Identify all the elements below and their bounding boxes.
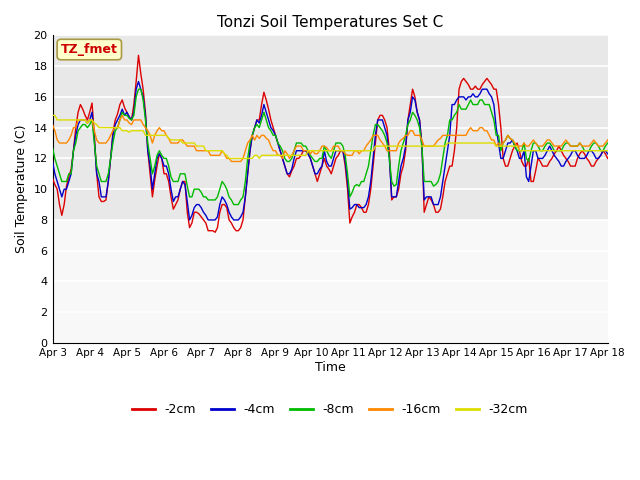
-32cm (566, 148, 574, 154)
-8cm (140, 97, 147, 103)
-4cm (140, 94, 147, 100)
-16cm (140, 122, 147, 128)
-8cm (241, 179, 249, 184)
-4cm (420, 197, 428, 203)
-2cm (72, 125, 79, 131)
-32cm (225, 156, 233, 161)
Y-axis label: Soil Temperature (C): Soil Temperature (C) (15, 125, 28, 253)
Line: -8cm: -8cm (52, 89, 608, 204)
-4cm (49, 158, 56, 164)
-32cm (604, 148, 612, 154)
-4cm (134, 79, 142, 84)
-4cm (186, 217, 193, 223)
-2cm (604, 156, 612, 161)
-8cm (569, 143, 577, 149)
-16cm (72, 125, 79, 131)
X-axis label: Time: Time (315, 360, 346, 373)
Legend: -2cm, -4cm, -8cm, -16cm, -32cm: -2cm, -4cm, -8cm, -16cm, -32cm (127, 398, 533, 421)
-8cm (134, 86, 142, 92)
Line: -32cm: -32cm (52, 115, 608, 158)
-2cm (241, 194, 249, 200)
-4cm (241, 194, 249, 200)
Line: -16cm: -16cm (52, 115, 608, 161)
-8cm (420, 179, 428, 184)
-2cm (134, 52, 142, 58)
-16cm (604, 137, 612, 143)
-2cm (420, 209, 428, 215)
-32cm (72, 117, 79, 123)
-8cm (604, 140, 612, 146)
-16cm (420, 143, 428, 149)
Title: Tonzi Soil Temperatures Set C: Tonzi Soil Temperatures Set C (217, 15, 444, 30)
-2cm (211, 229, 219, 235)
-16cm (569, 143, 577, 149)
-8cm (72, 140, 79, 146)
-2cm (49, 176, 56, 181)
-2cm (140, 86, 147, 92)
-32cm (137, 128, 145, 133)
FancyBboxPatch shape (52, 220, 608, 343)
-2cm (569, 163, 577, 169)
-32cm (86, 117, 93, 123)
Text: TZ_fmet: TZ_fmet (61, 43, 118, 56)
-16cm (49, 122, 56, 128)
-4cm (72, 132, 79, 138)
-4cm (569, 148, 577, 154)
Line: -2cm: -2cm (52, 55, 608, 232)
-16cm (228, 158, 236, 164)
-8cm (86, 122, 93, 128)
Line: -4cm: -4cm (52, 82, 608, 220)
-32cm (418, 143, 426, 149)
-4cm (604, 151, 612, 156)
-8cm (49, 145, 56, 151)
-2cm (86, 109, 93, 115)
-32cm (49, 112, 56, 118)
-8cm (230, 202, 237, 207)
-4cm (86, 117, 93, 123)
-16cm (118, 112, 126, 118)
-32cm (239, 156, 247, 161)
-16cm (86, 117, 93, 123)
-16cm (241, 148, 249, 154)
